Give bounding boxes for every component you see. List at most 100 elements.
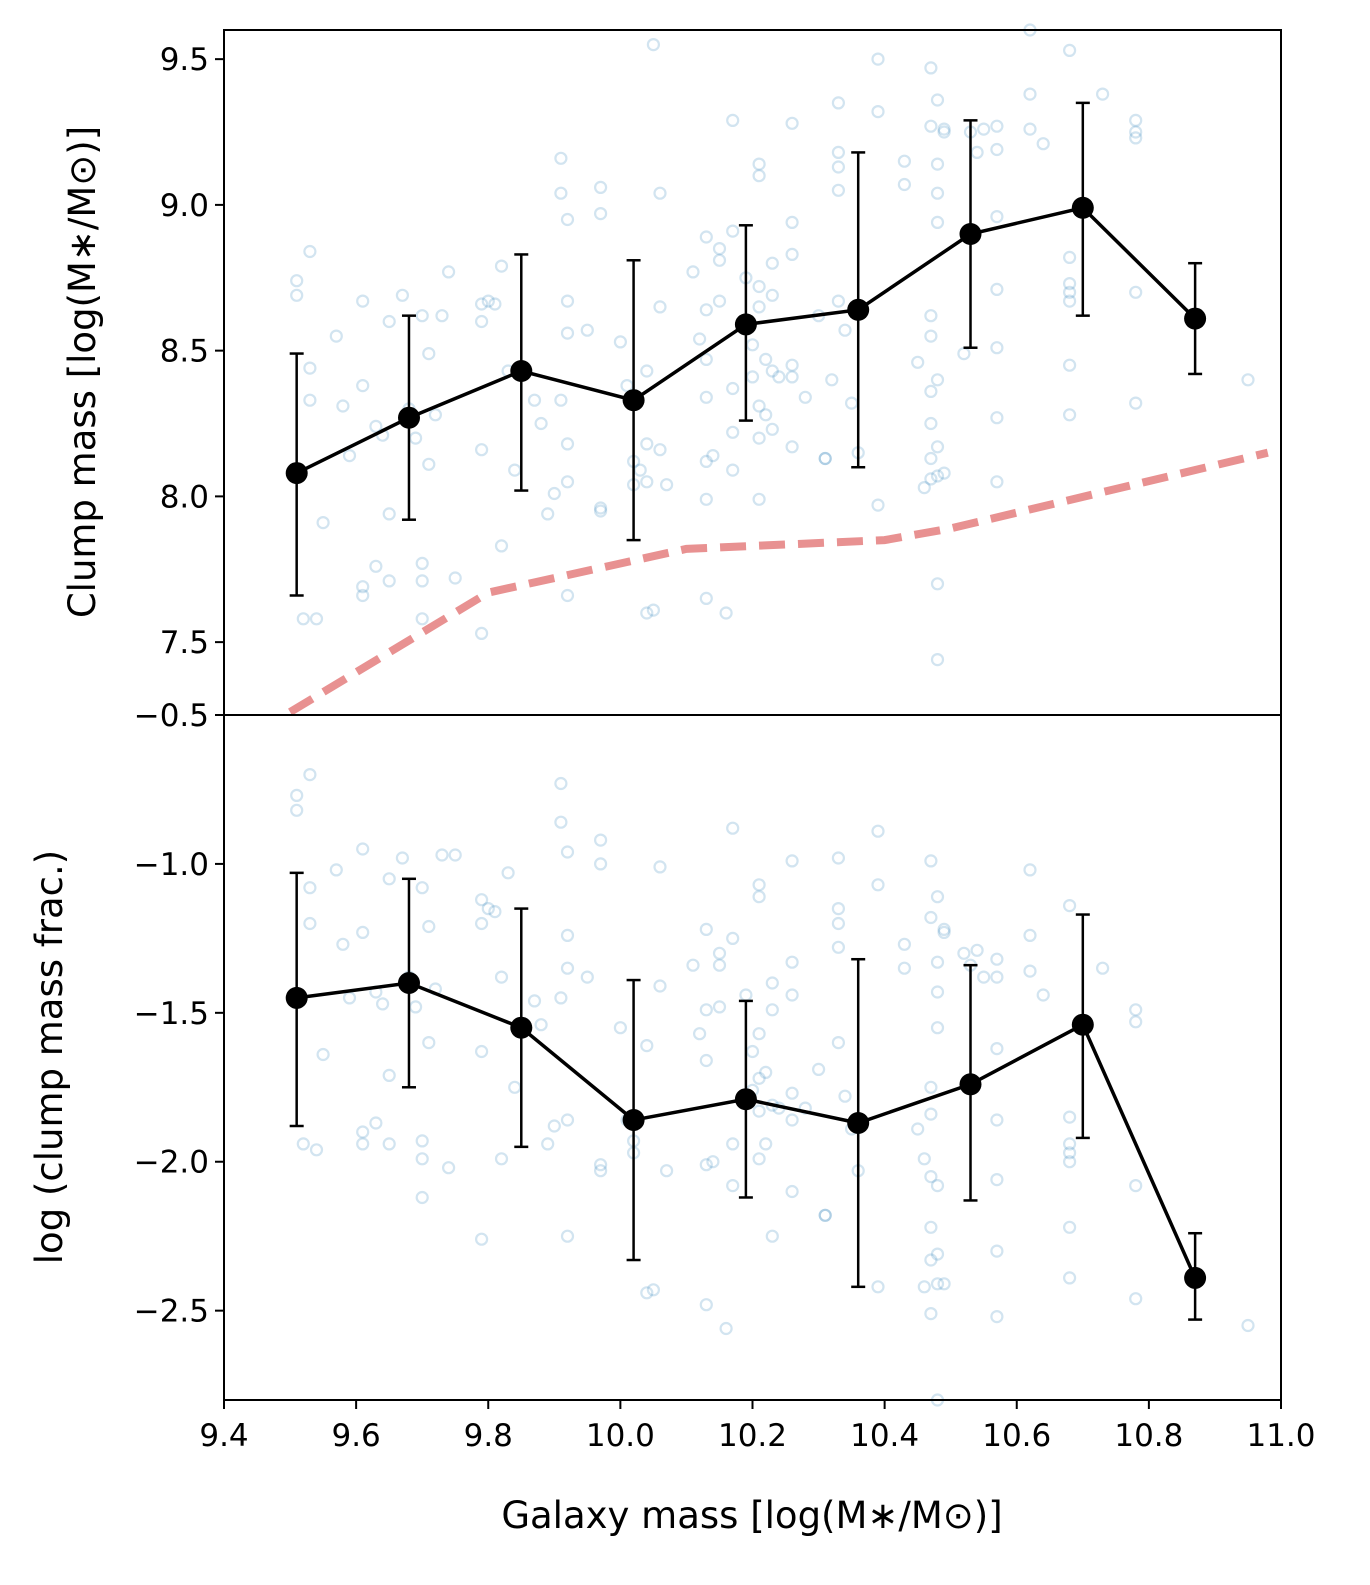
scatter-point xyxy=(336,937,350,951)
scatter-point xyxy=(937,466,951,480)
scatter-point xyxy=(593,504,608,518)
scatter-point xyxy=(930,373,945,387)
binned-marker xyxy=(734,313,757,336)
scatter-point xyxy=(699,492,713,506)
scatter-point xyxy=(428,408,442,422)
scatter-point xyxy=(930,955,945,969)
scatter-point xyxy=(1095,961,1110,975)
scatter-point xyxy=(785,440,799,454)
scatter-point xyxy=(699,454,713,468)
scatter-point xyxy=(1062,250,1077,264)
scatter-point xyxy=(937,922,951,937)
scatter-point xyxy=(1062,1146,1077,1160)
scatter-point xyxy=(382,574,396,588)
scatter-point xyxy=(560,1113,575,1127)
scatter-point xyxy=(560,326,575,340)
scatter-point xyxy=(290,274,304,288)
scatter-point xyxy=(329,329,343,343)
scatter-point xyxy=(580,970,594,984)
y-tick-label: 9.5 xyxy=(160,42,209,78)
scatter-point xyxy=(646,1283,661,1297)
scatter-point xyxy=(785,358,799,372)
scatter-point xyxy=(554,815,568,829)
scatter-point xyxy=(1241,1318,1255,1333)
scatter-point xyxy=(1129,1003,1143,1017)
scatter-point xyxy=(1129,125,1143,139)
scatter-point xyxy=(765,1229,779,1243)
x-tick-label: 9.6 xyxy=(331,1418,380,1454)
scatter-point xyxy=(580,323,594,337)
scatter-point xyxy=(765,976,779,990)
scatter-point xyxy=(990,1041,1004,1056)
scatter-point xyxy=(924,1220,938,1234)
scatter-point xyxy=(785,955,799,969)
scatter-point xyxy=(554,991,568,1005)
scatter-point xyxy=(712,253,727,267)
bottom-binned-markers xyxy=(285,972,1207,1289)
scatter-point xyxy=(646,603,661,617)
scatter-point xyxy=(726,1178,740,1193)
scatter-point xyxy=(613,335,628,349)
scatter-point xyxy=(785,988,799,1002)
scatter-point xyxy=(692,1027,707,1041)
scatter-point xyxy=(924,416,938,431)
x-tick-label: 10.6 xyxy=(982,1418,1051,1454)
scatter-point xyxy=(990,341,1004,355)
scatter-point xyxy=(699,390,713,404)
scatter-point xyxy=(494,1152,509,1166)
scatter-point xyxy=(560,928,575,943)
scatter-point xyxy=(382,872,396,886)
top-dashed-limit-line xyxy=(288,448,1269,716)
scatter-point xyxy=(541,1137,555,1151)
scatter-point xyxy=(798,390,812,404)
scatter-point xyxy=(1062,285,1077,299)
scatter-point xyxy=(990,210,1004,224)
scatter-point xyxy=(699,1053,713,1068)
scatter-point xyxy=(897,177,912,192)
scatter-point xyxy=(924,1306,938,1321)
scatter-point xyxy=(838,323,852,337)
scatter-point xyxy=(924,910,938,925)
scatter-point xyxy=(699,1158,713,1172)
scatter-point xyxy=(924,1253,938,1267)
scatter-point xyxy=(1062,1110,1077,1124)
scatter-point xyxy=(924,1080,938,1094)
scatter-point xyxy=(765,422,779,436)
scatter-point xyxy=(699,352,713,366)
scatter-point xyxy=(1023,87,1037,101)
scatter-point xyxy=(686,265,700,279)
scatter-point xyxy=(706,1155,720,1169)
scatter-point xyxy=(759,1065,773,1080)
scatter-point xyxy=(356,294,370,308)
bottom-y-ticks: −2.5 −2.0 −1.5 −1.0 −0.5 xyxy=(134,698,224,1330)
scatter-point xyxy=(659,478,674,492)
scatter-point xyxy=(831,916,846,931)
scatter-point xyxy=(653,860,667,874)
scatter-point xyxy=(415,1134,429,1148)
scatter-point xyxy=(785,1086,799,1100)
scatter-point xyxy=(990,282,1004,296)
scatter-point xyxy=(560,212,575,227)
scatter-point xyxy=(382,314,396,329)
binned-marker xyxy=(510,1016,533,1039)
scatter-point xyxy=(560,845,575,859)
scatter-point xyxy=(831,294,846,308)
scatter-point xyxy=(752,431,766,445)
scatter-point xyxy=(930,1021,945,1035)
scatter-point xyxy=(442,1161,456,1175)
scatter-point xyxy=(442,265,456,279)
scatter-point xyxy=(759,1137,773,1151)
scatter-point xyxy=(296,612,310,626)
scatter-point xyxy=(765,364,779,378)
scatter-point xyxy=(1062,1137,1077,1151)
scatter-point xyxy=(369,1116,383,1130)
scatter-point xyxy=(726,931,740,946)
scatter-point xyxy=(475,893,489,907)
scatter-point xyxy=(382,1068,396,1083)
scatter-point xyxy=(382,1137,396,1151)
scatter-point xyxy=(990,1309,1004,1324)
scatter-point xyxy=(369,419,383,433)
scatter-point xyxy=(560,588,575,603)
scatter-point xyxy=(435,309,449,323)
scatter-point xyxy=(593,207,608,221)
